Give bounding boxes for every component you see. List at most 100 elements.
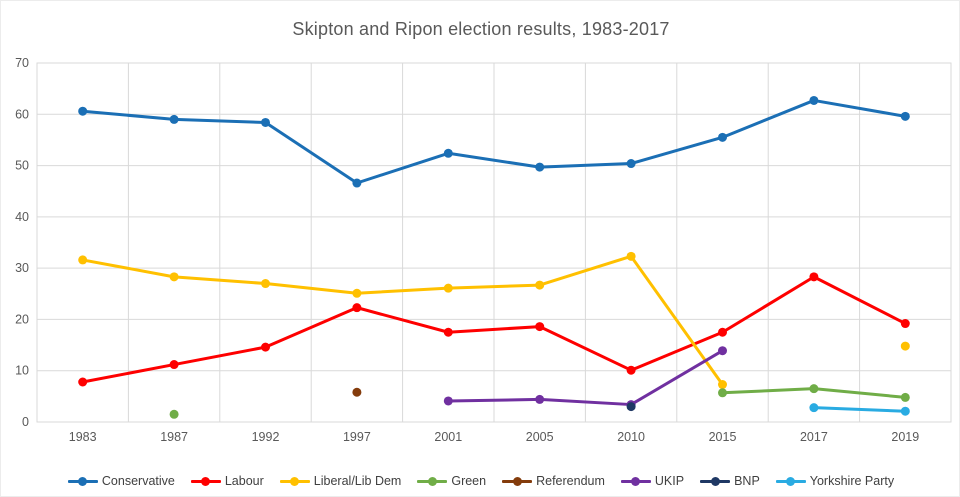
legend-marker-icon — [775, 476, 806, 486]
y-tick-label: 0 — [22, 415, 29, 429]
data-point-liberal-lib-dem-2019 — [900, 341, 910, 351]
legend-dot — [512, 476, 522, 486]
data-point-liberal-lib-dem-1987 — [169, 272, 179, 282]
legend-dot — [631, 476, 641, 486]
x-tick-label-2001: 2001 — [434, 430, 462, 444]
data-point-conservative-1987 — [169, 114, 179, 124]
legend-dot — [78, 476, 88, 486]
legend-label: Liberal/Lib Dem — [313, 474, 402, 488]
chart-legend: Conservative Labour Liberal/Lib Dem Green Re… — [1, 474, 959, 488]
data-point-labour-2001 — [443, 327, 453, 337]
data-point-liberal-lib-dem-1992 — [261, 279, 270, 289]
data-point-liberal-lib-dem-1983 — [78, 255, 88, 265]
y-tick-label: 30 — [15, 261, 29, 275]
legend-item-liberal-lib-dem: Liberal/Lib Dem — [279, 474, 402, 488]
data-point-ukip-2001 — [443, 396, 453, 406]
data-point-labour-1997 — [352, 303, 362, 313]
legend-marker-icon — [279, 476, 310, 486]
series-line-conservative — [81, 98, 907, 185]
legend-item-referendum: Referendum — [502, 474, 605, 488]
legend-label: UKIP — [654, 474, 685, 488]
legend-label: Labour — [224, 474, 264, 488]
legend-dot — [710, 476, 720, 486]
legend-label: Green — [451, 474, 487, 488]
legend-item-yorkshire-party: Yorkshire Party — [775, 474, 895, 488]
legend-item-labour: Labour — [190, 474, 264, 488]
series-line-liberal-lib-dem — [81, 254, 724, 387]
data-point-labour-2017 — [809, 272, 819, 282]
legend-label: Referendum — [536, 474, 605, 488]
series-line-yorkshire-party — [812, 406, 907, 413]
data-point-conservative-1992 — [261, 117, 270, 127]
legend-dot — [786, 476, 796, 486]
y-tick-label: 70 — [15, 56, 29, 70]
y-tick-label: 20 — [15, 312, 29, 326]
legend-label: Conservative — [101, 474, 175, 488]
data-point-conservative-2019 — [900, 111, 910, 121]
series-line-labour — [81, 275, 907, 384]
data-point-labour-2019 — [900, 319, 910, 329]
data-point-ukip-2005 — [535, 394, 545, 404]
data-point-labour-2015 — [718, 327, 727, 337]
y-tick-label: 40 — [15, 210, 29, 224]
data-point-conservative-2010 — [626, 159, 636, 169]
data-point-conservative-2015 — [718, 132, 727, 142]
legend-dot — [290, 476, 300, 486]
legend-marker-icon — [190, 476, 221, 486]
data-point-labour-1992 — [261, 342, 270, 352]
legend-item-conservative: Conservative — [67, 474, 175, 488]
y-tick-label: 50 — [15, 159, 29, 173]
data-point-liberal-lib-dem-2001 — [443, 283, 453, 293]
data-point-liberal-lib-dem-2015 — [718, 380, 727, 390]
x-tick-label-2005: 2005 — [526, 430, 554, 444]
legend-marker-icon — [700, 476, 731, 486]
data-point-bnp-2010 — [626, 402, 636, 412]
data-point-green-2017 — [809, 384, 819, 394]
y-tick-label: 10 — [15, 364, 29, 378]
data-point-ukip-2015 — [718, 346, 727, 356]
data-point-green-2019 — [900, 392, 910, 402]
plot-border — [36, 62, 952, 423]
legend-item-bnp: BNP — [700, 474, 760, 488]
data-point-referendum-1997 — [352, 387, 362, 397]
data-point-green-1987 — [169, 409, 179, 419]
data-point-conservative-1997 — [352, 178, 362, 188]
x-tick-label-1983: 1983 — [69, 430, 97, 444]
x-tick-label-2010: 2010 — [617, 430, 645, 444]
y-tick-label: 60 — [15, 107, 29, 121]
legend-label: Yorkshire Party — [809, 474, 895, 488]
data-point-labour-1987 — [169, 360, 179, 370]
legend-label: BNP — [734, 474, 760, 488]
data-point-labour-1983 — [78, 377, 88, 387]
data-point-liberal-lib-dem-2010 — [626, 251, 636, 261]
series-line-ukip — [446, 349, 724, 407]
legend-dot — [201, 476, 211, 486]
legend-item-ukip: UKIP — [620, 474, 685, 488]
data-point-green-2015 — [718, 388, 727, 398]
legend-marker-icon — [417, 476, 448, 486]
x-tick-label-2015: 2015 — [709, 430, 737, 444]
chart-title: Skipton and Ripon election results, 1983… — [292, 19, 670, 39]
legend-marker-icon — [67, 476, 98, 486]
legend-item-green: Green — [417, 474, 486, 488]
x-tick-label-1992: 1992 — [252, 430, 280, 444]
data-point-conservative-2005 — [535, 162, 545, 172]
x-tick-label-1987: 1987 — [160, 430, 188, 444]
data-point-conservative-2017 — [809, 95, 819, 105]
x-tick-label-1997: 1997 — [343, 430, 371, 444]
data-point-labour-2010 — [626, 365, 636, 375]
x-tick-label-2017: 2017 — [800, 430, 828, 444]
data-point-yorkshire-party-2019 — [900, 406, 910, 416]
data-point-yorkshire-party-2017 — [809, 403, 819, 413]
legend-marker-icon — [620, 476, 651, 486]
legend-marker-icon — [502, 476, 533, 486]
data-point-conservative-2001 — [443, 148, 453, 158]
legend-dot — [427, 476, 437, 486]
data-point-liberal-lib-dem-1997 — [352, 288, 362, 298]
x-tick-label-2019: 2019 — [891, 430, 919, 444]
data-point-liberal-lib-dem-2005 — [535, 280, 545, 290]
data-point-conservative-1983 — [78, 106, 88, 116]
data-point-labour-2005 — [535, 322, 545, 332]
